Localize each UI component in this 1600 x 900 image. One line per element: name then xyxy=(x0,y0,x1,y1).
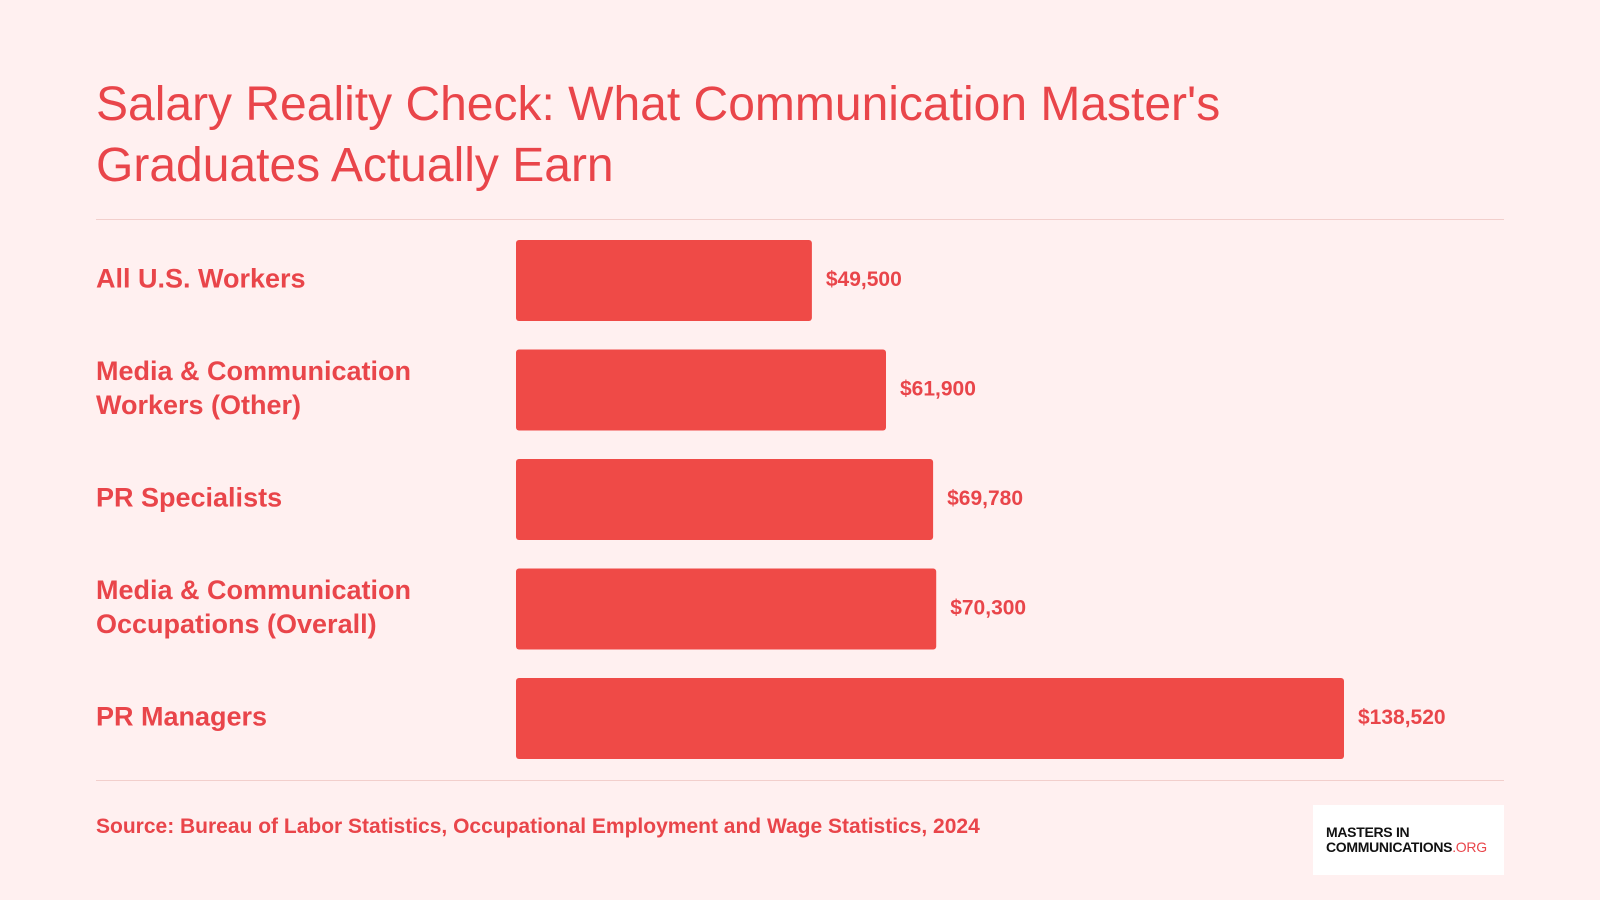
chart-title: Salary Reality Check: What Communication… xyxy=(96,78,1221,192)
logo-word: COMMUNICATIONS xyxy=(1326,839,1453,855)
category-label-line: Occupations (Overall) xyxy=(96,609,377,639)
source-note: Source: Bureau of Labor Statistics, Occu… xyxy=(96,815,980,838)
category-label: PR Specialists xyxy=(96,483,282,513)
site-logo: MASTERS IN COMMUNICATIONS.ORG xyxy=(1313,805,1504,875)
value-label: $70,300 xyxy=(950,597,1026,620)
logo-suffix: .ORG xyxy=(1452,839,1487,855)
category-label: All U.S. Workers xyxy=(96,264,306,294)
category-label-line: PR Specialists xyxy=(96,483,282,513)
bar xyxy=(516,568,937,650)
value-label: $61,900 xyxy=(900,378,976,401)
value-label: $69,780 xyxy=(947,487,1023,510)
bottom-divider xyxy=(96,780,1504,781)
category-label: Media & Communication Occupations (Overal… xyxy=(96,575,411,639)
top-divider xyxy=(96,219,1504,220)
category-label-line: Media & Communication xyxy=(96,356,411,386)
category-label: PR Managers xyxy=(96,702,267,732)
category-label-line: Media & Communication xyxy=(96,575,411,605)
category-label-line: Workers (Other) xyxy=(96,390,301,420)
bar xyxy=(516,459,934,540)
logo-line-2: COMMUNICATIONS.ORG xyxy=(1326,840,1504,855)
category-label-line: All U.S. Workers xyxy=(96,264,306,294)
logo-line-1: MASTERS IN xyxy=(1326,824,1410,840)
value-label: $49,500 xyxy=(826,268,902,291)
bar xyxy=(516,349,887,431)
value-label: $138,520 xyxy=(1358,706,1446,729)
bar xyxy=(516,678,1344,759)
category-label: Media & Communication Workers (Other) xyxy=(96,356,411,420)
bar xyxy=(516,240,812,321)
category-label-line: PR Managers xyxy=(96,702,267,732)
